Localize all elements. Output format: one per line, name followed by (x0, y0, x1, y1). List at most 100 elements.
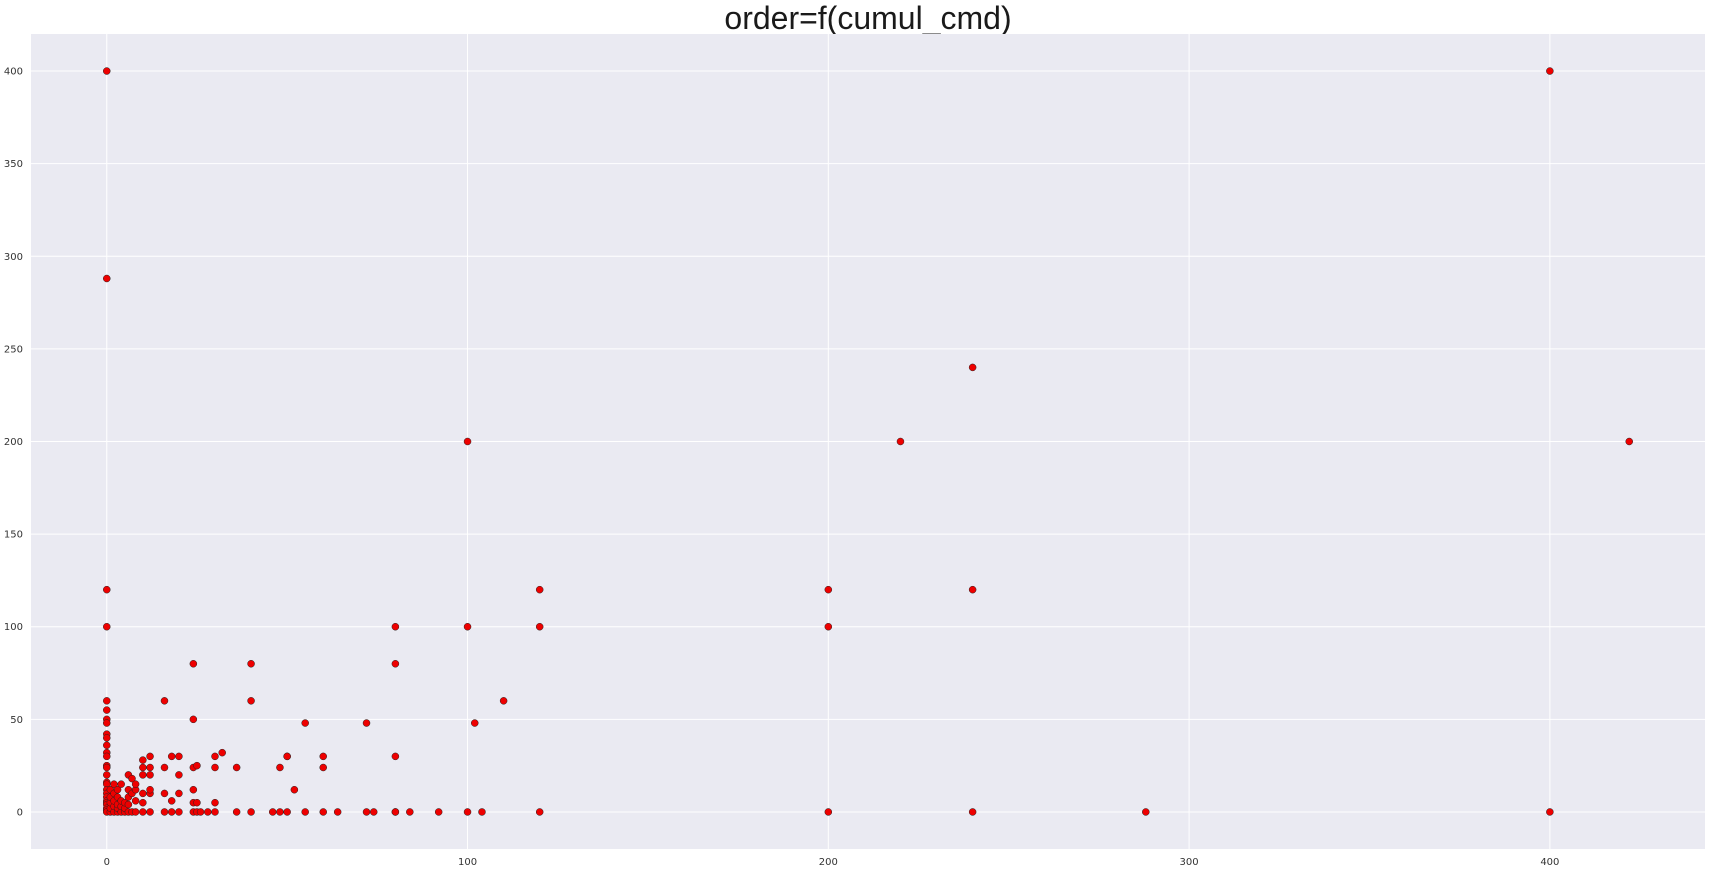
scatter-point (193, 798, 201, 807)
scatter-point (167, 752, 176, 761)
scatter-point (301, 719, 309, 727)
scatter-point (968, 363, 977, 372)
scatter-point (362, 808, 371, 816)
scatter-point (160, 763, 169, 772)
scatter-point (232, 808, 241, 816)
grid-lines (31, 34, 1705, 849)
scatter-point (211, 798, 219, 807)
scatter-point (290, 785, 299, 794)
scatter-point (175, 752, 183, 761)
scatter-point (193, 761, 201, 770)
scatter-point (189, 785, 198, 794)
scatter-point (369, 808, 378, 816)
y-tick-label: 100 (4, 622, 23, 633)
scatter-point (189, 715, 198, 724)
y-tick-label: 50 (10, 715, 23, 726)
scatter-point (196, 808, 205, 816)
scatter-point (824, 808, 833, 816)
x-tick-label: 0 (104, 857, 110, 868)
scatter-point (283, 808, 291, 816)
scatter-point (204, 808, 212, 816)
scatter-point (139, 808, 147, 816)
scatter-point (1625, 437, 1633, 446)
scatter-point (103, 734, 111, 742)
scatter-point (319, 808, 327, 816)
scatter-point (189, 660, 198, 668)
scatter-point (139, 789, 147, 798)
scatter-point (103, 585, 111, 594)
scatter-point (471, 719, 479, 727)
scatter-point (175, 771, 183, 779)
scatter-point (139, 756, 147, 764)
y-tick-label: 150 (4, 530, 23, 541)
scatter-point (463, 622, 472, 631)
scatter-point (535, 622, 544, 631)
x-tick-label: 400 (1540, 857, 1559, 868)
scatter-point (103, 697, 111, 705)
scatter-point (391, 808, 400, 816)
scatter-point (218, 748, 226, 757)
y-tick-label: 350 (4, 159, 23, 170)
scatter-point (146, 771, 154, 779)
scatter-point (211, 752, 219, 761)
scatter-point (139, 771, 147, 779)
scatter-point (391, 752, 400, 761)
scatter-point (167, 797, 176, 805)
scatter-point (968, 585, 977, 594)
scatter-point (301, 808, 309, 816)
scatter-point (211, 763, 219, 772)
x-tick-label: 200 (819, 857, 838, 868)
scatter-point (146, 763, 154, 772)
scatter-point (139, 798, 147, 807)
scatter-point (824, 585, 833, 594)
scatter-point (131, 808, 140, 816)
scatter-point (146, 785, 154, 794)
x-tick-label: 300 (1180, 857, 1199, 868)
scatter-point (103, 706, 111, 714)
scatter-point (391, 660, 400, 668)
scatter-point (103, 67, 111, 75)
scatter-point (824, 622, 833, 631)
scatter-point (463, 437, 472, 446)
y-tick-label: 300 (4, 252, 23, 263)
scatter-point (1546, 67, 1554, 75)
scatter-point (276, 808, 284, 816)
x-tick-label: 100 (458, 857, 477, 868)
scatter-point (175, 808, 183, 816)
scatter-point (896, 437, 905, 446)
y-tick-label: 0 (17, 807, 23, 818)
scatter-point (319, 763, 327, 772)
y-axis-ticks: 0 50 100 150 200 250 300 350 400 (4, 67, 23, 819)
scatter-point (1142, 808, 1150, 816)
y-tick-label: 400 (4, 67, 23, 78)
scatter-point (535, 585, 544, 594)
scatter-point (160, 808, 169, 816)
scatter-point (268, 808, 277, 816)
scatter-point (362, 719, 371, 727)
scatter-point (103, 719, 111, 727)
scatter-point (146, 808, 154, 816)
scatter-point (103, 752, 111, 761)
scatter-point (499, 697, 508, 705)
scatter-point (113, 785, 122, 794)
scatter-point (131, 780, 140, 788)
scatter-point (103, 622, 111, 631)
scatter-point (434, 808, 443, 816)
scatter-point (103, 741, 111, 750)
y-tick-label: 250 (4, 344, 23, 355)
scatter-point (160, 697, 169, 705)
scatter-point (117, 780, 125, 788)
scatter-point (175, 789, 183, 798)
scatter-point (103, 763, 111, 772)
scatter-point (283, 752, 291, 761)
x-axis-ticks: 0 100 200 300 400 (104, 857, 1560, 868)
scatter-point (211, 808, 219, 816)
chart-title: order=f(cumul_cmd) (724, 0, 1011, 36)
scatter-point (319, 752, 327, 761)
scatter-point (333, 808, 342, 816)
scatter-point (247, 808, 255, 816)
scatter-point (247, 660, 255, 668)
scatter-point (391, 622, 400, 631)
scatter-point (124, 800, 133, 809)
scatter-point (146, 752, 154, 761)
